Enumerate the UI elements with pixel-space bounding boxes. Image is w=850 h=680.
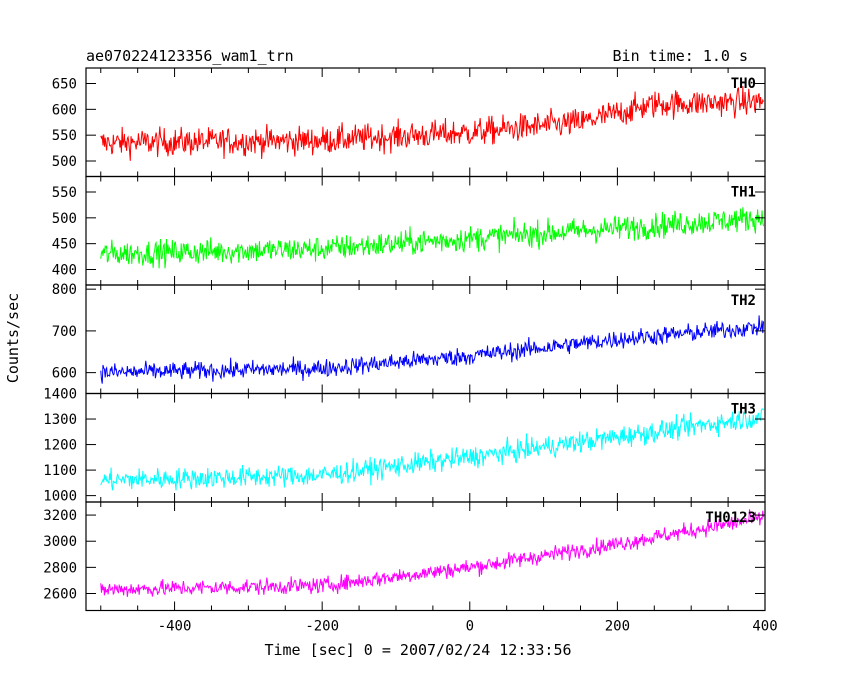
- x-tick-label: 400: [752, 619, 777, 635]
- y-tick-label: 700: [52, 324, 77, 340]
- y-tick-label: 600: [52, 102, 77, 118]
- x-tick-label: 0: [466, 619, 474, 635]
- panel-th1: 400 450 500 550 TH1: [52, 175, 766, 286]
- y-tick-label: 2600: [43, 587, 77, 603]
- x-tick-label: -400: [158, 619, 192, 635]
- x-tick-label: -200: [305, 619, 339, 635]
- panel-frame: [85, 501, 766, 612]
- series-line-th2: [100, 315, 765, 384]
- panel-name-label: TH3: [731, 402, 756, 418]
- y-tick-label: 1100: [43, 463, 77, 479]
- series-line-th0123: [100, 509, 765, 597]
- y-tick-label: 1000: [43, 489, 77, 505]
- series-line-th3: [100, 408, 764, 491]
- panel-name-label: TH0123: [705, 510, 756, 526]
- y-tick-label: 1400: [43, 387, 77, 403]
- panel-th0123: 2600 2800 3000 3200 TH0123: [43, 501, 766, 612]
- series-line-th1: [100, 207, 765, 269]
- panel-name-label: TH0: [731, 76, 756, 92]
- series-line-th0: [100, 86, 764, 161]
- panel-frame: [85, 67, 766, 178]
- plot-title: ae070224123356_wam1_trn: [86, 47, 294, 65]
- panel-th2: 600 700 800 TH2: [52, 282, 766, 395]
- panel-th0: 500 550 600 650 TH0: [52, 67, 766, 178]
- y-tick-label: 600: [52, 366, 77, 382]
- y-tick-label: 500: [52, 211, 77, 227]
- y-tick-label: 450: [52, 237, 77, 253]
- y-tick-label: 1200: [43, 438, 77, 454]
- y-tick-label: 3200: [43, 508, 77, 524]
- panel-name-label: TH1: [731, 185, 756, 201]
- panels-group: 500 550 600 650 TH0 400 450 500 550 TH1 600 700 800 T…: [43, 67, 778, 635]
- y-axis-label: Counts/sec: [4, 293, 22, 383]
- y-tick-label: 650: [52, 77, 77, 93]
- y-tick-label: 1300: [43, 412, 77, 428]
- y-tick-label: 400: [52, 263, 77, 279]
- y-tick-label: 550: [52, 128, 77, 144]
- x-axis-label: Time [sec] 0 = 2007/02/24 12:33:56: [264, 641, 571, 659]
- x-tick-label: 200: [605, 619, 630, 635]
- y-tick-label: 800: [52, 282, 77, 298]
- y-tick-label: 3000: [43, 534, 77, 550]
- y-tick-label: 2800: [43, 560, 77, 576]
- y-tick-label: 500: [52, 154, 77, 170]
- panel-frame: [85, 392, 766, 503]
- panel-name-label: TH2: [731, 293, 756, 309]
- bin-time-label: Bin time: 1.0 s: [613, 47, 748, 65]
- y-tick-label: 550: [52, 185, 77, 201]
- panel-th3: 1000 1100 1200 1300 1400 TH3: [43, 387, 766, 505]
